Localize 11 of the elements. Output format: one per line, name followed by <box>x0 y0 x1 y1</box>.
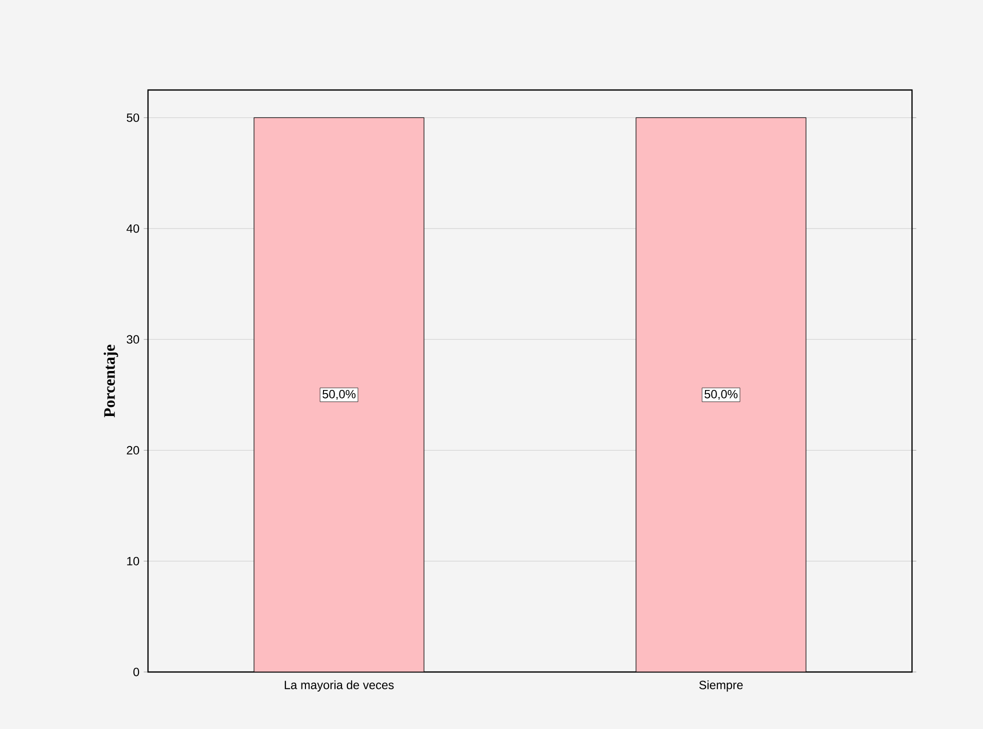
y-tick-label: 0 <box>133 668 140 676</box>
y-tick-label: 20 <box>126 446 140 454</box>
x-tick-label: Siempre <box>699 680 743 692</box>
y-tick-label: 40 <box>126 224 140 233</box>
x-tick-label: La mayoria de veces <box>284 680 394 692</box>
data-label: 50,0% <box>704 390 738 400</box>
y-tick-label: 30 <box>126 335 140 344</box>
data-label: 50,0% <box>322 390 356 400</box>
y-axis-title: Porcentaje <box>104 344 118 418</box>
y-tick-label: 50 <box>126 113 140 122</box>
y-tick-label: 10 <box>127 556 140 566</box>
